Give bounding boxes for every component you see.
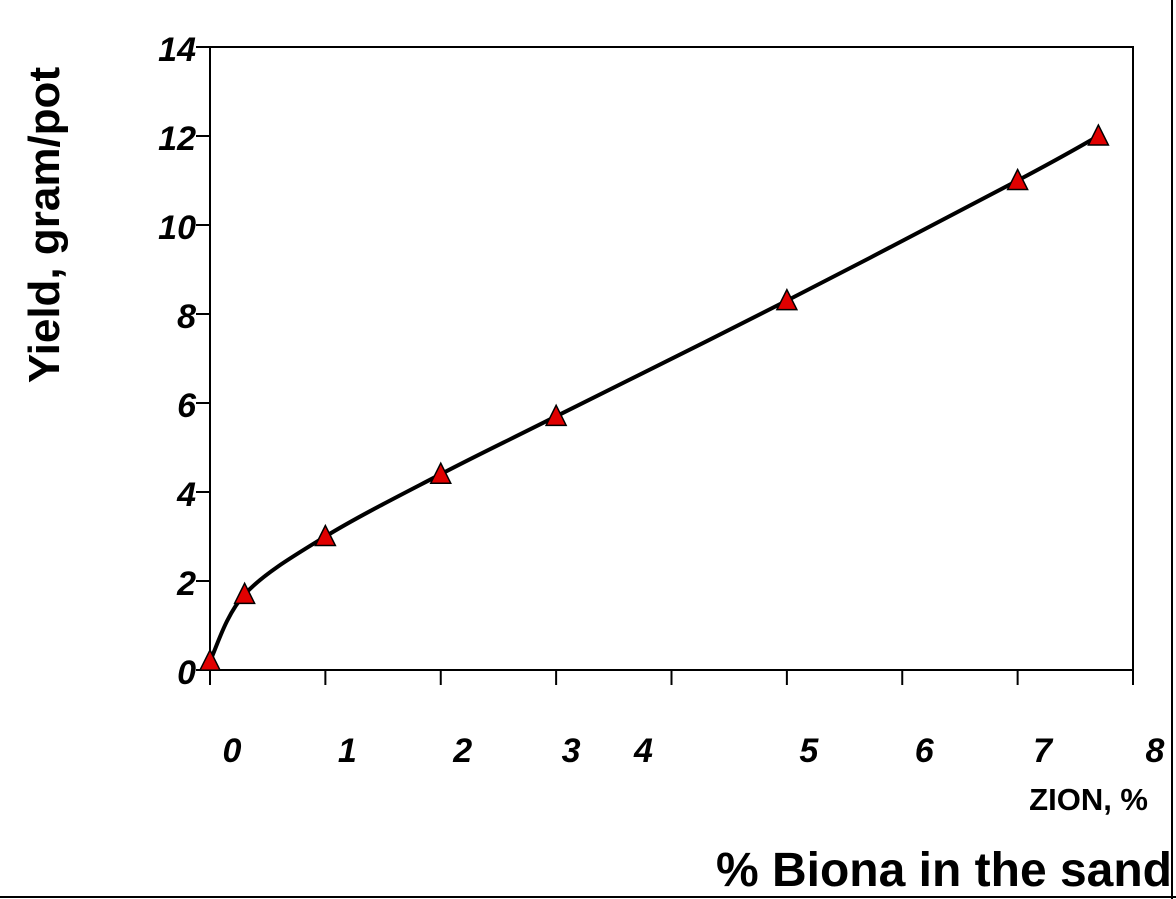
data-point-marker	[1006, 167, 1029, 191]
data-point-marker	[1087, 123, 1110, 146]
y-axis-ticks: 0 2 4 6 8 10 12 14	[158, 31, 210, 692]
y-tick-label: 8	[177, 298, 196, 336]
x-tick-label: 6	[915, 732, 935, 770]
x-tick-label: 4	[633, 732, 653, 770]
frame-bottom-border	[0, 896, 1176, 898]
x-tick-label: 1	[338, 732, 357, 770]
y-tick-label: 12	[158, 120, 196, 158]
data-point-marker	[233, 581, 256, 605]
y-tick-label: 14	[158, 31, 196, 69]
data-point-marker	[314, 523, 337, 547]
y-tick-label: 10	[158, 209, 196, 247]
series-group	[198, 123, 1110, 671]
x-tick-label: 2	[452, 732, 472, 770]
x-tick-label: 0	[223, 732, 242, 770]
y-tick-label: 4	[176, 476, 196, 514]
x-axis-label: % Biona in the sand	[715, 844, 1172, 897]
data-point-marker	[198, 648, 222, 671]
x-axis-sublabel: ZION, %	[1029, 782, 1148, 817]
y-tick-label: 0	[177, 654, 196, 692]
x-tick-label: 3	[562, 732, 581, 770]
data-point-marker	[544, 403, 568, 427]
data-point-marker	[775, 287, 799, 311]
x-tick-label: 7	[1033, 732, 1054, 770]
y-tick-label: 6	[177, 387, 197, 425]
x-tick-label: 8	[1146, 732, 1165, 770]
frame-right-border	[1171, 0, 1173, 899]
x-tick-label: 5	[799, 732, 819, 770]
series-line	[208, 134, 1101, 664]
x-axis-ticks: 0 1 2 3 4 5 6 7 8	[209, 670, 1165, 770]
y-tick-label: 2	[176, 565, 196, 603]
data-point-marker	[429, 461, 452, 484]
